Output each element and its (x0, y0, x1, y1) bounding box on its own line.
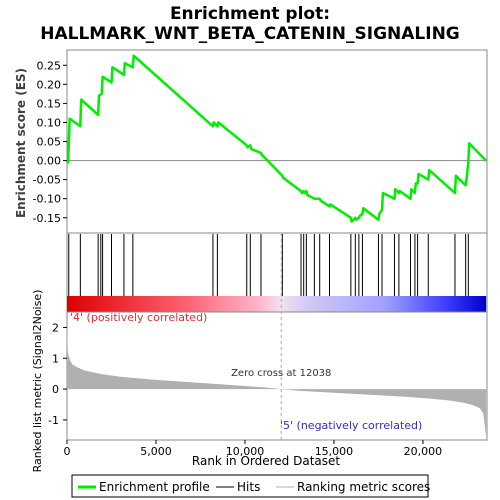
legend-metric-label: Ranking metric scores (297, 480, 430, 494)
es-tick-label: 0.05 (37, 136, 62, 149)
es-tick-label: -0.05 (33, 174, 61, 187)
x-tick-label: 15,000 (315, 445, 354, 458)
es-tick-label: 0.10 (37, 116, 62, 129)
es-tick-label: -0.15 (33, 212, 61, 225)
negative-correlation-label: '5' (negatively correlated) (280, 419, 422, 432)
metric-tick-label: 2 (52, 321, 59, 334)
es-tick-label: 0.00 (37, 155, 62, 168)
chart-title-line1: Enrichment plot: (170, 4, 330, 24)
x-tick-label: 5,000 (140, 445, 172, 458)
hits-panel (66, 232, 488, 313)
legend-hits-label: Hits (237, 480, 260, 494)
metric-axis-label: Ranked list metric (Signal2Noise) (31, 290, 44, 473)
es-tick-label: 0.20 (37, 78, 62, 91)
metric-plot-frame (66, 311, 488, 441)
metric-tick-label: 1 (52, 352, 59, 365)
legend-enrichment-label: Enrichment profile (99, 480, 210, 494)
x-axis-label: Rank in Ordered Dataset (192, 454, 340, 468)
x-tick-label: 10,000 (226, 445, 265, 458)
enrichment-profile-line (65, 54, 487, 223)
metric-panel: -1 0 1 2 Zero cross at 12038 '4' (positively … (48, 233, 488, 441)
chart-title-line2: HALLMARK_WNT_BETA_CATENIN_SIGNALING (40, 24, 460, 44)
legend-box (71, 474, 429, 498)
es-plot-frame (66, 49, 488, 234)
es-panel: -0.15 -0.10 -0.05 0.00 0.05 0.10 0.15 0.20 0.25 (33, 49, 488, 234)
es-axis-label: Enrichment score (ES) (14, 68, 28, 218)
es-tick-label: -0.10 (33, 193, 61, 206)
x-axis: 0 5,000 10,000 15,000 20,000 (64, 440, 443, 458)
zero-cross-label: Zero cross at 12038 (231, 368, 331, 379)
rank-color-bar (67, 296, 487, 312)
es-tick-label: 0.25 (37, 59, 62, 72)
es-tick-label: 0.15 (37, 97, 62, 110)
positive-correlation-label: '4' (positively correlated) (70, 311, 207, 324)
x-tick-label: 0 (64, 445, 71, 458)
ranking-metric-area (67, 327, 487, 437)
metric-tick-label: -1 (48, 414, 59, 427)
metric-tick-label: 0 (52, 383, 59, 396)
x-tick-label: 20,000 (404, 445, 443, 458)
legend: Enrichment profile Hits Ranking metric s… (71, 474, 430, 498)
